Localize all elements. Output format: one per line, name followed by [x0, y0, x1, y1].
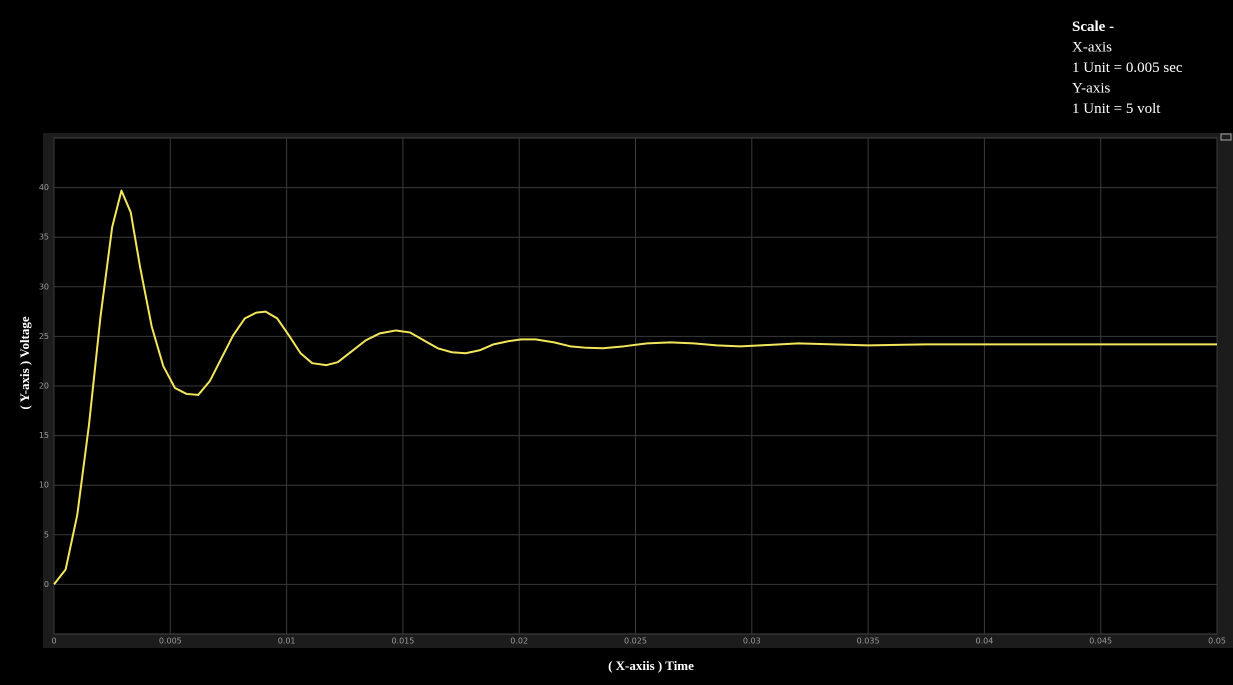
- x-tick-label: 0.03: [743, 637, 761, 646]
- x-tick-label: 0.01: [278, 637, 296, 646]
- x-tick-label: 0.045: [1089, 637, 1112, 646]
- annotation-line: 1 Unit = 0.005 sec: [1072, 60, 1183, 76]
- x-tick-label: 0.05: [1208, 637, 1226, 646]
- y-axis-label: ( Y-axis ) Voltage: [17, 316, 32, 410]
- annotation-line: X-axis: [1072, 40, 1112, 56]
- x-tick-label: 0.02: [510, 637, 528, 646]
- x-tick-label: 0.025: [624, 637, 647, 646]
- y-tick-label: 35: [39, 233, 49, 242]
- y-tick-label: 30: [39, 282, 49, 291]
- y-tick-label: 20: [39, 382, 49, 391]
- x-tick-label: 0: [51, 637, 56, 646]
- y-tick-label: 10: [39, 481, 49, 490]
- x-tick-label: 0.04: [975, 637, 993, 646]
- corner-icon: [1220, 133, 1232, 141]
- y-tick-label: 15: [39, 431, 49, 440]
- x-tick-label: 0.015: [391, 637, 414, 646]
- y-tick-label: 25: [39, 332, 49, 341]
- y-tick-label: 0: [44, 580, 49, 589]
- y-tick-label: 5: [44, 530, 49, 539]
- annotation-box: Scale - X-axis 1 Unit = 0.005 sec Y-axis 1 U…: [1072, 19, 1183, 117]
- x-tick-label: 0.035: [857, 637, 880, 646]
- x-tick-label: 0.005: [159, 637, 182, 646]
- annotation-line: Scale -: [1072, 19, 1114, 35]
- y-tick-label: 40: [39, 183, 49, 192]
- annotation-line: Y-axis: [1072, 81, 1110, 97]
- annotation-line: 1 Unit = 5 volt: [1072, 101, 1161, 117]
- data-line: [53, 189, 1217, 586]
- x-axis-label: ( X-axiis ) Time: [608, 658, 694, 673]
